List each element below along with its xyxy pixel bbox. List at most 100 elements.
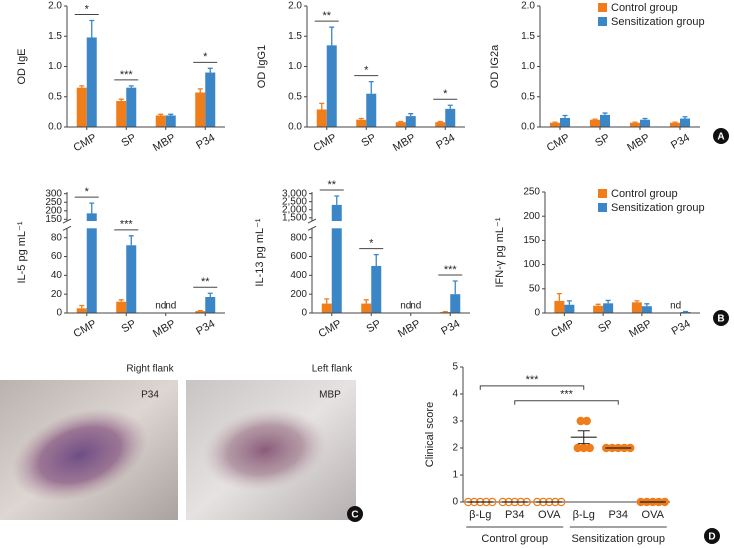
legend-label: Control group [611, 2, 678, 14]
significance-label: * [85, 3, 90, 15]
y-tick-label: 250 [45, 197, 62, 208]
y-tick-label: 200 [290, 289, 307, 300]
value-label: nd [410, 301, 421, 312]
comparison-label: *** [560, 389, 574, 401]
lesion [12, 408, 148, 502]
error-bar [632, 121, 638, 123]
error-bar [373, 254, 379, 266]
bar [116, 100, 127, 127]
panel-badge [713, 310, 729, 326]
x-tick-label: CMP [317, 318, 344, 341]
y-axis-label: OD IgG1 [256, 45, 268, 88]
bar [371, 265, 382, 313]
y-tick-label: 0.0 [521, 122, 535, 133]
x-tick-label: P34 [194, 318, 217, 338]
bar [640, 119, 650, 127]
error-bar [566, 300, 572, 305]
x-tick-label: CMP [545, 132, 572, 155]
bar [680, 118, 690, 127]
error-bar [363, 299, 369, 304]
x-tick-label: MBP [151, 318, 178, 340]
axis-break [307, 218, 317, 224]
legend-swatch [598, 189, 607, 198]
group-label: Control group [481, 533, 548, 545]
error-bar [128, 235, 134, 246]
bar [205, 297, 216, 313]
y-tick-label: 4 [452, 389, 458, 400]
bar [326, 45, 337, 128]
error-bar [118, 98, 124, 101]
error-bar [447, 104, 453, 109]
x-tick-label: MBP [151, 132, 178, 154]
break-gap [68, 221, 226, 229]
bar [126, 245, 137, 313]
x-tick-label: P34 [439, 318, 462, 338]
value-label: nd [155, 301, 166, 312]
bar [590, 119, 600, 127]
legend-label: Control group [611, 188, 678, 200]
error-bar [89, 19, 95, 38]
group-label: Sensitization group [571, 533, 665, 545]
y-tick-label: 20 [51, 289, 63, 300]
bar [155, 115, 166, 127]
error-bar [437, 120, 443, 123]
y-axis-label: IL-5 pg mL⁻¹ [16, 221, 28, 283]
panel-letter: D [708, 532, 715, 543]
axis-break [307, 225, 317, 231]
bar [86, 213, 97, 313]
axis-break [62, 225, 72, 231]
bar [366, 93, 377, 127]
bar [405, 116, 416, 127]
y-tick-label: 200 [523, 211, 540, 222]
error-bar [79, 304, 85, 309]
bar [321, 303, 332, 313]
significance-label: * [369, 238, 374, 250]
bar [205, 72, 216, 127]
panel-letter: B [717, 314, 724, 325]
bar [126, 87, 137, 127]
panel-badge [713, 128, 729, 144]
y-tick-label: 2.0 [521, 1, 535, 12]
y-tick-label: 3 [452, 416, 458, 427]
bar [361, 303, 372, 313]
data-point [582, 416, 591, 426]
y-tick-label: 1.0 [288, 61, 302, 72]
bar [165, 115, 176, 127]
value-label: nd [670, 301, 681, 312]
x-tick-label: SP [359, 132, 378, 150]
x-tick-label: CMP [312, 132, 339, 155]
error-bar [408, 113, 414, 117]
value-label: nd [400, 301, 411, 312]
bar [395, 122, 406, 127]
error-bar [452, 280, 458, 295]
y-tick-label: 1.0 [521, 61, 535, 72]
comparison-bracket [479, 385, 585, 390]
legend-label: Sensitization group [611, 202, 705, 214]
error-bar [634, 300, 640, 303]
x-tick-label: OVA [642, 509, 665, 521]
bar [445, 108, 456, 127]
error-bar [89, 202, 95, 214]
error-bar [682, 116, 688, 119]
lesion [203, 409, 327, 491]
panel-letter: C [351, 510, 358, 521]
x-tick-label: β-Lg [469, 509, 491, 521]
error-bar [324, 298, 330, 304]
bar [356, 119, 367, 127]
error-bar [398, 120, 404, 123]
x-tick-label: P34 [505, 509, 525, 521]
y-axis-label: IL-13 pg mL⁻¹ [254, 218, 266, 287]
y-tick-label: 80 [51, 232, 63, 243]
y-axis-label: OD IgE [16, 48, 28, 84]
x-tick-label: P34 [670, 318, 693, 338]
legend-swatch [598, 203, 607, 212]
error-bar [79, 85, 85, 88]
y-tick-label: 3,000 [282, 188, 307, 199]
y-tick-label: 200 [45, 205, 62, 216]
bar [670, 122, 680, 127]
bar [116, 301, 127, 313]
panel-badge [704, 528, 720, 544]
error-bar [358, 117, 364, 120]
y-tick-label: 600 [290, 251, 307, 262]
significance-label: * [203, 51, 208, 63]
